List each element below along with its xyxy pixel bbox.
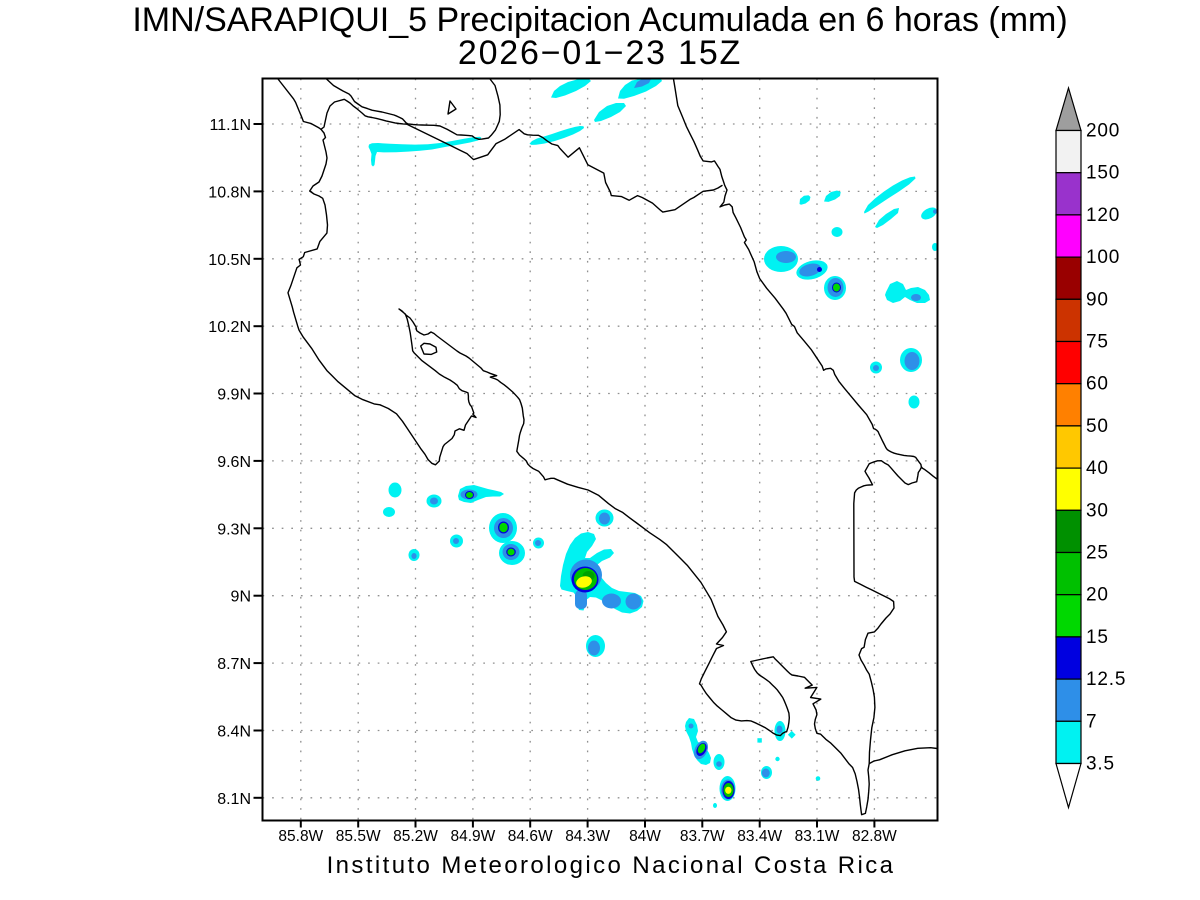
svg-text:9N: 9N — [231, 589, 251, 606]
svg-text:10.8N: 10.8N — [208, 184, 251, 201]
svg-text:84.3W: 84.3W — [565, 828, 610, 845]
svg-text:200: 200 — [1086, 121, 1120, 142]
svg-text:9.3N: 9.3N — [217, 521, 251, 538]
svg-text:83.7W: 83.7W — [680, 828, 725, 845]
svg-text:2026−01−23 15Z: 2026−01−23 15Z — [458, 34, 742, 72]
svg-text:85.8W: 85.8W — [278, 828, 323, 845]
svg-text:60: 60 — [1086, 374, 1109, 395]
svg-text:83.4W: 83.4W — [737, 828, 782, 845]
svg-text:84.9W: 84.9W — [450, 828, 495, 845]
svg-text:85.5W: 85.5W — [336, 828, 381, 845]
svg-text:150: 150 — [1086, 163, 1120, 184]
svg-text:IMN/SARAPIQUI_5 Precipitacion: IMN/SARAPIQUI_5 Precipitacion Acumulada … — [132, 1, 1067, 39]
svg-text:10.5N: 10.5N — [208, 252, 251, 269]
svg-text:25: 25 — [1086, 543, 1109, 564]
svg-text:Instituto Meteorologico Nacion: Instituto Meteorologico Nacional Costa R… — [327, 852, 896, 879]
svg-text:85.2W: 85.2W — [393, 828, 438, 845]
svg-text:11.1N: 11.1N — [209, 117, 251, 134]
svg-text:8.7N: 8.7N — [217, 656, 251, 673]
svg-text:75: 75 — [1086, 332, 1109, 353]
svg-text:8.4N: 8.4N — [217, 724, 251, 741]
svg-text:9.9N: 9.9N — [217, 387, 251, 404]
svg-text:120: 120 — [1086, 205, 1120, 226]
svg-text:83.1W: 83.1W — [795, 828, 840, 845]
svg-text:15: 15 — [1086, 627, 1109, 648]
svg-text:82.8W: 82.8W — [852, 828, 897, 845]
svg-text:10.2N: 10.2N — [208, 319, 251, 336]
svg-text:40: 40 — [1086, 458, 1109, 479]
svg-text:50: 50 — [1086, 416, 1109, 437]
svg-text:9.6N: 9.6N — [217, 454, 251, 471]
svg-text:90: 90 — [1086, 289, 1109, 310]
svg-text:100: 100 — [1086, 247, 1120, 268]
svg-text:84.6W: 84.6W — [508, 828, 553, 845]
svg-text:7: 7 — [1086, 711, 1097, 732]
svg-text:12.5: 12.5 — [1086, 669, 1126, 690]
svg-text:20: 20 — [1086, 585, 1109, 606]
svg-text:30: 30 — [1086, 500, 1109, 521]
svg-text:84W: 84W — [629, 828, 661, 845]
svg-text:3.5: 3.5 — [1086, 754, 1115, 775]
svg-text:8.1N: 8.1N — [217, 791, 251, 808]
